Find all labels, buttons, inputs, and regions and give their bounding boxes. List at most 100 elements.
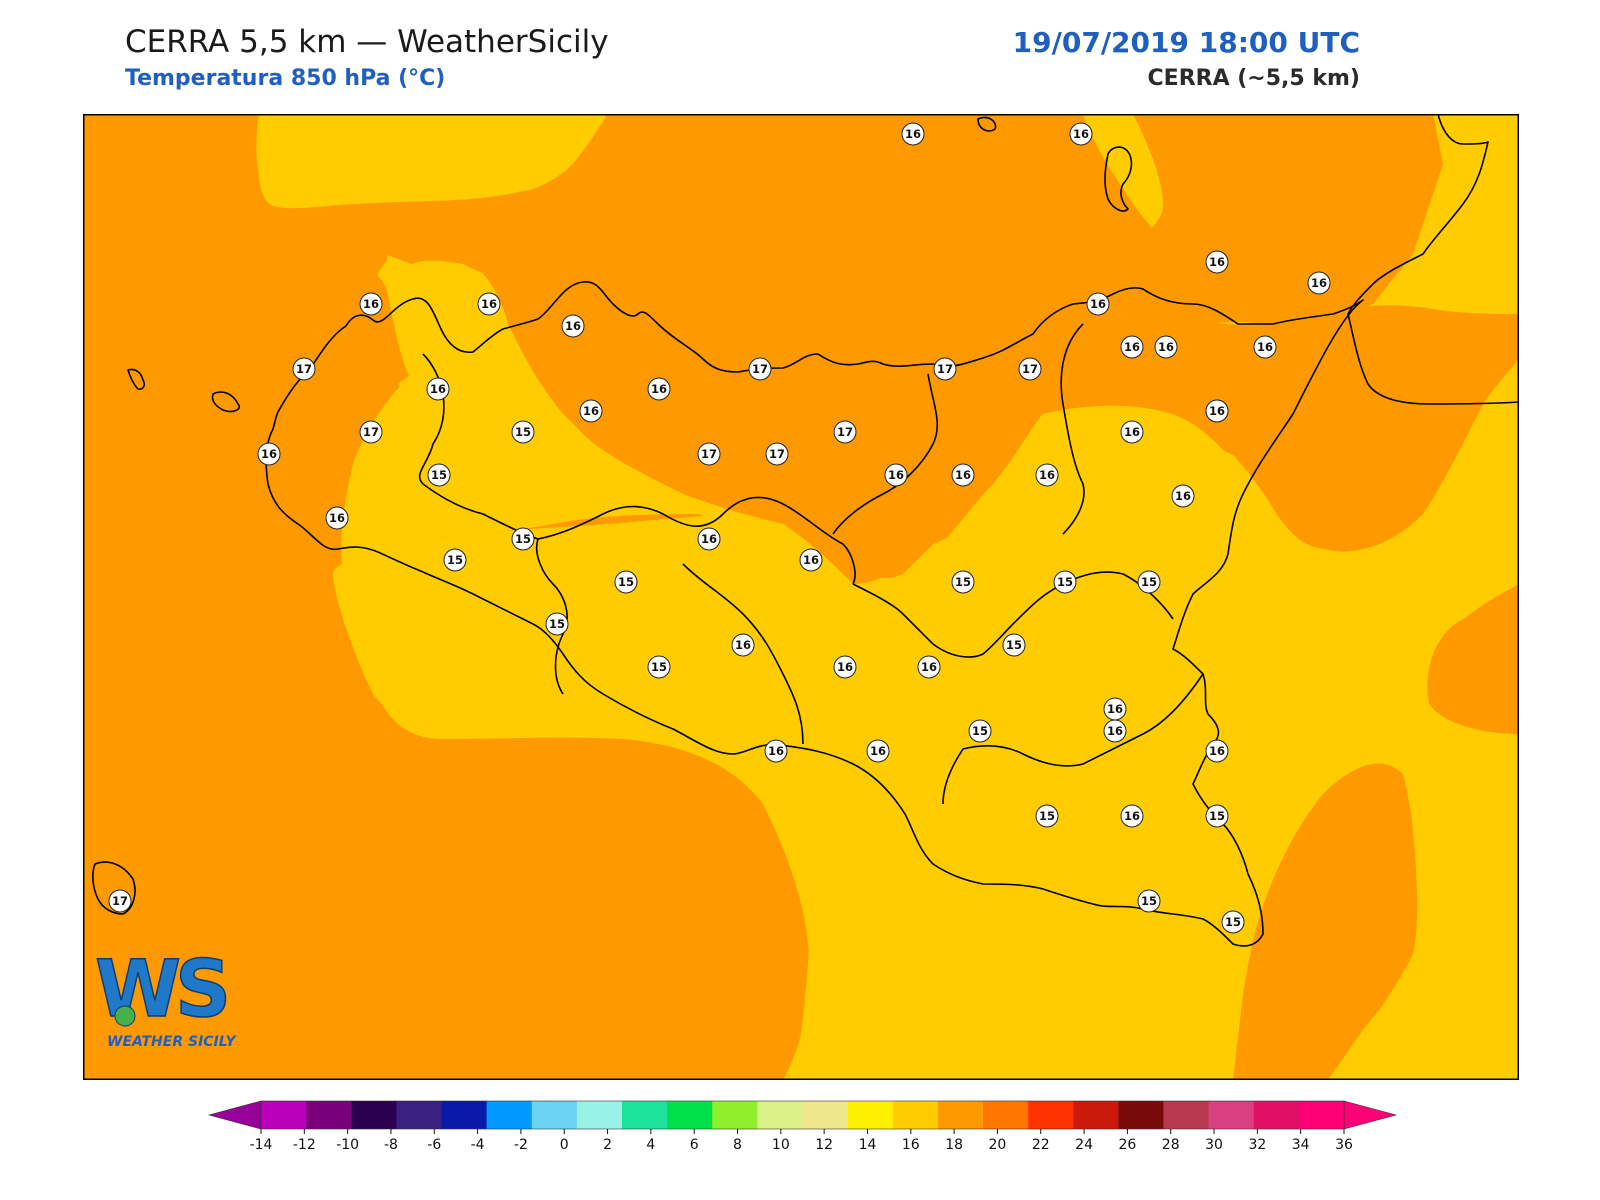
value-label-text: 16 <box>1209 404 1225 418</box>
colorbar-tick-label: 0 <box>560 1137 569 1153</box>
value-label-text: 17 <box>112 894 128 908</box>
value-label-bubble <box>1053 570 1077 594</box>
value-label-text: 16 <box>565 319 581 333</box>
value-label-bubble <box>833 655 857 679</box>
map-title: CERRA 5,5 km — WeatherSicily <box>125 24 609 60</box>
value-label: 17 <box>292 357 316 381</box>
value-label: 16 <box>1253 335 1277 359</box>
colorbar-tick-label: 20 <box>989 1137 1007 1153</box>
colorbar-cell <box>1253 1101 1300 1129</box>
value-label-bubble <box>1035 463 1059 487</box>
value-label: 17 <box>748 357 772 381</box>
colorbar-tick-label: 4 <box>646 1137 655 1153</box>
value-label-text: 16 <box>651 382 667 396</box>
colorbar-cell <box>1028 1101 1074 1129</box>
value-label-bubble <box>1103 719 1127 743</box>
value-label: 16 <box>884 463 908 487</box>
value-label-bubble <box>884 463 908 487</box>
value-label-bubble <box>477 292 501 316</box>
value-label-text: 16 <box>261 447 277 461</box>
zone-16-18-pockets <box>483 114 1519 1080</box>
sicily-coast <box>265 281 1364 947</box>
value-label: 15 <box>1053 570 1077 594</box>
value-label: 17 <box>359 420 383 444</box>
value-label: 15 <box>1137 889 1161 913</box>
value-label-bubble <box>511 420 535 444</box>
value-label-text: 15 <box>1039 809 1055 823</box>
value-label: 15 <box>511 420 535 444</box>
favignana-island <box>211 391 241 413</box>
value-label: 15 <box>545 612 569 636</box>
map-subtitle: Temperatura 850 hPa (°C) <box>125 66 446 91</box>
value-label-bubble <box>108 889 132 913</box>
colorbar-tick-label: 22 <box>1032 1137 1050 1153</box>
colorbar-tick-label: 24 <box>1075 1137 1093 1153</box>
value-label-bubble <box>1205 399 1229 423</box>
colorbar-tick-label: 28 <box>1162 1137 1180 1153</box>
value-label: 15 <box>427 463 451 487</box>
colorbar-tick-label: 14 <box>859 1137 877 1153</box>
colorbar-tick-label: 10 <box>772 1137 790 1153</box>
value-label-text: 16 <box>583 404 599 418</box>
value-label: 15 <box>647 655 671 679</box>
colorbar-cell <box>847 1101 894 1129</box>
lipari-island <box>1104 146 1133 212</box>
value-label-bubble <box>933 357 957 381</box>
colorbar-cell <box>983 1101 1029 1129</box>
value-label-text: 16 <box>1107 702 1123 716</box>
colorbar-tick-label: 26 <box>1118 1137 1136 1153</box>
value-label-bubble <box>866 739 890 763</box>
province-line-b <box>537 496 856 585</box>
value-label-text: 16 <box>803 553 819 567</box>
value-label-text: 15 <box>549 617 565 631</box>
value-label: 15 <box>1137 570 1161 594</box>
value-label-bubble <box>764 739 788 763</box>
value-label-text: 16 <box>1039 468 1055 482</box>
value-label-text: 15 <box>618 575 634 589</box>
value-label-bubble <box>1002 633 1026 657</box>
value-label-text: 15 <box>1057 575 1073 589</box>
colorbar-ticks: -14 -12 -10 -8 -6 -4 -2 0 2 4 6 8 10 12 14 16 18 20 22 24 26… <box>250 1129 1353 1153</box>
colorbar-min-arrow <box>207 1100 262 1130</box>
value-label-bubble <box>1120 420 1144 444</box>
value-label: 17 <box>765 442 789 466</box>
value-label-text: 16 <box>870 744 886 758</box>
value-label-bubble <box>697 442 721 466</box>
colorbar-cell <box>576 1101 623 1129</box>
value-label-text: 15 <box>972 724 988 738</box>
value-label: 16 <box>1120 335 1144 359</box>
colorbar-cell <box>1118 1101 1164 1129</box>
value-label: 16 <box>951 463 975 487</box>
value-label-text: 15 <box>431 468 447 482</box>
value-label-bubble <box>561 314 585 338</box>
colorbar-tick-label: -4 <box>471 1137 485 1153</box>
province-line-f <box>942 673 1204 805</box>
value-label-text: 15 <box>1006 638 1022 652</box>
value-label-text: 15 <box>1209 809 1225 823</box>
value-label: 16 <box>1069 122 1093 146</box>
value-label-text: 17 <box>1022 362 1038 376</box>
value-label-text: 16 <box>1209 255 1225 269</box>
value-label: 15 <box>968 719 992 743</box>
value-label-text: 17 <box>752 362 768 376</box>
value-label-bubble <box>1137 889 1161 913</box>
pocket-southeast <box>1243 770 1413 1080</box>
value-label-text: 16 <box>905 127 921 141</box>
value-label-text: 17 <box>837 425 853 439</box>
value-label-text: 16 <box>1257 340 1273 354</box>
value-label-text: 15 <box>515 532 531 546</box>
value-label-bubble <box>359 292 383 316</box>
value-label-bubble <box>1018 357 1042 381</box>
value-label-text: 15 <box>447 553 463 567</box>
colorbar-cell <box>667 1101 713 1129</box>
value-label-text: 16 <box>1124 340 1140 354</box>
value-label-text: 16 <box>1124 425 1140 439</box>
value-label-text: 15 <box>955 575 971 589</box>
colorbar-cell <box>1208 1101 1255 1129</box>
value-label-bubble <box>1120 804 1144 828</box>
colorbar-cell <box>757 1101 803 1129</box>
value-label-bubble <box>579 399 603 423</box>
colorbar-cell <box>1073 1101 1119 1129</box>
colorbar-tick-label: 32 <box>1248 1137 1266 1153</box>
value-label: 16 <box>1205 250 1229 274</box>
